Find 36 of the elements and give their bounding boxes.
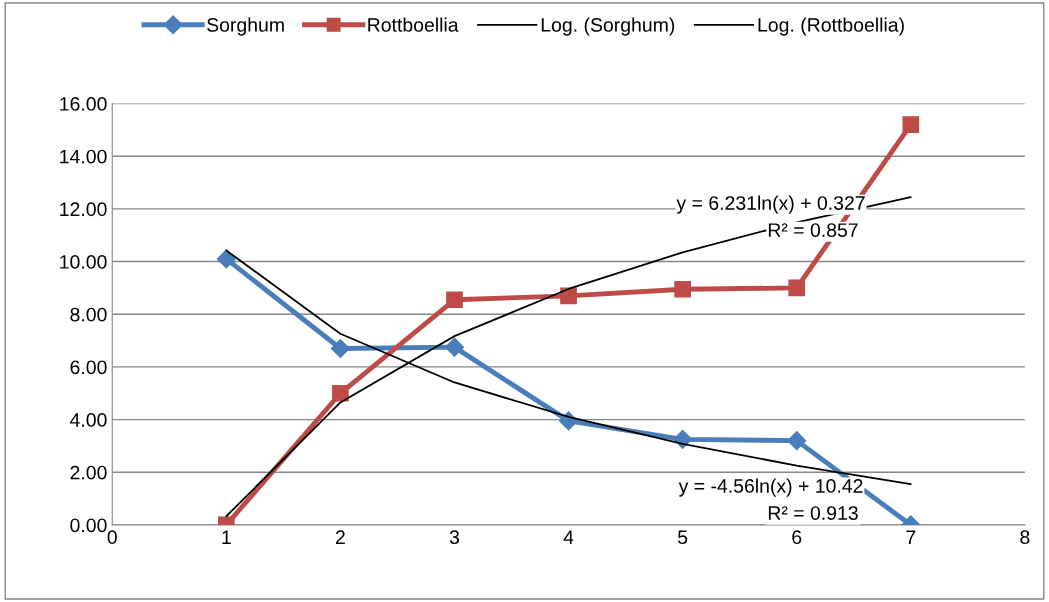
legend-label: Log. (Rottboellia) <box>758 17 904 36</box>
legend-label: Log. (Sorghum) <box>541 17 675 36</box>
y-tick-label: 12.00 <box>60 202 107 217</box>
x-tick-label: 0 <box>107 530 117 545</box>
y-tick-label: 10.00 <box>60 255 107 269</box>
y-tick-label: 2.00 <box>70 465 107 480</box>
y-tick-label: 4.00 <box>69 413 107 427</box>
x-tick-label: 3 <box>449 530 460 545</box>
y-tick-label: 14.00 <box>60 149 107 164</box>
annotation: y = 6.231ln(x) + 0.327 <box>676 195 865 214</box>
point <box>444 337 465 357</box>
point <box>330 338 350 359</box>
x-tick-label: 5 <box>678 530 688 545</box>
y-tick-label: 16.00 <box>60 97 107 111</box>
point <box>787 431 807 451</box>
point <box>902 116 920 133</box>
annotation: y = -4.56ln(x) + 10.42 <box>678 478 863 497</box>
annotation: R² = 0.913 <box>768 506 858 520</box>
point <box>560 287 577 305</box>
point <box>788 279 806 297</box>
x-tick-label: 1 <box>222 530 231 544</box>
legend-label: Rottboellia <box>368 17 459 32</box>
y-tick-label: 0.00 <box>70 518 107 533</box>
x-tick-label: 6 <box>792 530 802 545</box>
annotation: R² = 0.857 <box>768 223 858 237</box>
point <box>674 280 691 298</box>
point <box>216 249 236 269</box>
y-tick-label: 8.00 <box>70 307 107 322</box>
legend-label: Sorghum <box>207 17 284 36</box>
point <box>446 291 463 309</box>
point <box>332 384 349 402</box>
x-tick-label: 7 <box>906 530 916 544</box>
x-tick-label: 2 <box>335 530 345 544</box>
x-tick-label: 8 <box>1020 530 1030 545</box>
y-tick-label: 6.00 <box>70 360 107 375</box>
x-tick-label: 4 <box>563 530 574 544</box>
